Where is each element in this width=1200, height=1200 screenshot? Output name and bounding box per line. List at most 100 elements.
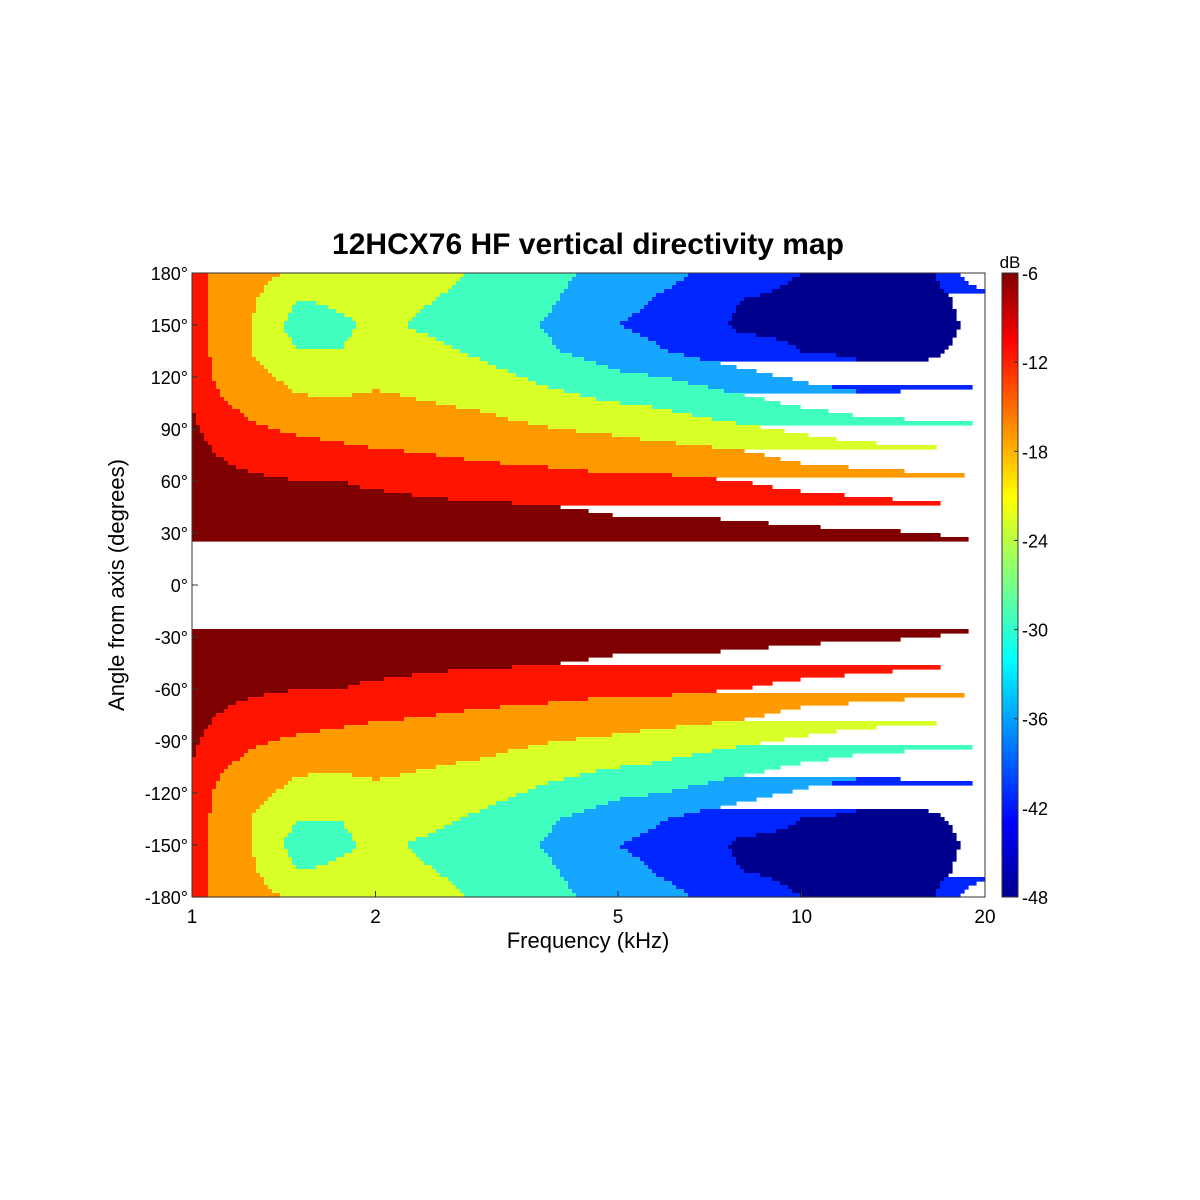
contour-band-cell <box>936 893 961 898</box>
contour-field <box>192 273 985 898</box>
contour-band-cell <box>452 821 557 826</box>
contour-band-cell <box>192 861 209 866</box>
contour-band-cell <box>436 401 621 406</box>
contour-band-cell <box>664 877 773 882</box>
contour-band-cell <box>192 789 213 794</box>
contour-band-cell <box>192 797 213 802</box>
contour-band-cell <box>252 841 285 846</box>
contour-band-cell <box>468 353 573 358</box>
contour-band-cell <box>192 721 213 726</box>
contour-band-cell <box>412 317 545 322</box>
contour-band-cell <box>572 353 685 358</box>
contour-band-cell <box>192 321 209 326</box>
contour-band-cell <box>352 849 413 854</box>
contour-band-cell <box>480 409 673 414</box>
contour-band-cell <box>252 345 297 350</box>
contour-band-cell <box>216 713 437 718</box>
contour-band-cell <box>448 669 893 674</box>
contour-band-cell <box>556 345 661 350</box>
contour-band-cell <box>800 273 937 278</box>
contour-band-cell <box>208 841 253 846</box>
contour-band-cell <box>576 429 785 434</box>
contour-band-cell <box>196 753 245 758</box>
contour-band-cell <box>192 445 213 450</box>
contour-band-cell <box>208 329 253 334</box>
contour-band-cell <box>192 497 449 502</box>
x-tick-label: 10 <box>791 907 812 928</box>
contour-band-cell <box>736 421 973 426</box>
contour-band-cell <box>276 789 529 794</box>
contour-band-cell <box>628 849 733 854</box>
contour-band-cell <box>608 801 737 806</box>
contour-band-cell <box>248 417 509 422</box>
contour-band-cell <box>348 481 753 486</box>
contour-band-cell <box>356 325 409 330</box>
contour-band-cell <box>236 465 549 470</box>
contour-band-cell <box>288 385 549 390</box>
contour-band-cell <box>352 773 401 778</box>
contour-band-cell <box>736 305 953 310</box>
contour-band-cell <box>528 421 737 426</box>
contour-band-cell <box>192 309 209 314</box>
contour-band-cell <box>416 769 597 774</box>
contour-band-cell <box>192 297 209 302</box>
contour-band-cell <box>548 741 761 746</box>
contour-band-cell <box>192 717 213 722</box>
contour-band-cell <box>256 869 437 874</box>
contour-band-cell <box>212 373 273 378</box>
contour-band-cell <box>192 637 901 642</box>
contour-band-cell <box>496 753 693 758</box>
contour-band-cell <box>192 293 209 298</box>
contour-band-cell <box>192 813 209 818</box>
contour-band-cell <box>208 893 281 898</box>
contour-band-cell <box>264 693 673 698</box>
y-tick-label: 90° <box>161 420 188 440</box>
contour-band-cell <box>560 873 657 878</box>
contour-band-cell <box>352 317 413 322</box>
contour-band-cell <box>756 333 957 338</box>
contour-band-cell <box>232 405 457 410</box>
contour-band-cell <box>348 829 437 834</box>
contour-band-cell <box>712 445 937 450</box>
contour-band-cell <box>236 701 549 706</box>
contour-band-cell <box>192 661 561 666</box>
contour-band-cell <box>456 885 569 890</box>
contour-band-cell <box>408 845 541 850</box>
contour-band-cell <box>436 869 561 874</box>
contour-band-cell <box>292 777 373 782</box>
contour-band-cell <box>264 289 449 294</box>
contour-band-cell <box>672 881 781 886</box>
contour-band-cell <box>208 725 345 730</box>
contour-band-cell <box>220 389 293 394</box>
contour-band-cell <box>576 273 689 278</box>
contour-band-cell <box>712 749 905 754</box>
contour-band-cell <box>552 861 645 866</box>
contour-band-cell <box>192 361 213 366</box>
contour-band-cell <box>780 285 941 290</box>
contour-band-cell <box>192 697 249 702</box>
contour-band-cell <box>208 345 253 350</box>
contour-band-cell <box>276 377 529 382</box>
contour-band-cell <box>744 297 953 302</box>
contour-band-cell <box>192 885 209 890</box>
contour-band-cell <box>856 777 901 782</box>
contour-band-cell <box>212 369 269 374</box>
colorbar-tick-label: -12 <box>1022 353 1048 373</box>
contour-band-cell <box>272 277 461 282</box>
contour-band-cell <box>192 357 213 362</box>
contour-band-cell <box>192 485 361 490</box>
contour-band-cell <box>208 273 281 278</box>
contour-band-cell <box>436 765 621 770</box>
contour-band-cell <box>936 277 965 282</box>
contour-band-cell <box>468 813 573 818</box>
contour-band-cell <box>740 865 953 870</box>
contour-band-cell <box>408 841 541 846</box>
contour-band-cell <box>208 281 269 286</box>
contour-band-cell <box>192 409 241 414</box>
contour-band-cell <box>584 809 701 814</box>
contour-band-cell <box>584 357 701 362</box>
contour-band-cell <box>244 753 497 758</box>
contour-band-cell <box>544 849 629 854</box>
contour-band-cell <box>288 313 345 318</box>
contour-band-cell <box>596 769 765 774</box>
